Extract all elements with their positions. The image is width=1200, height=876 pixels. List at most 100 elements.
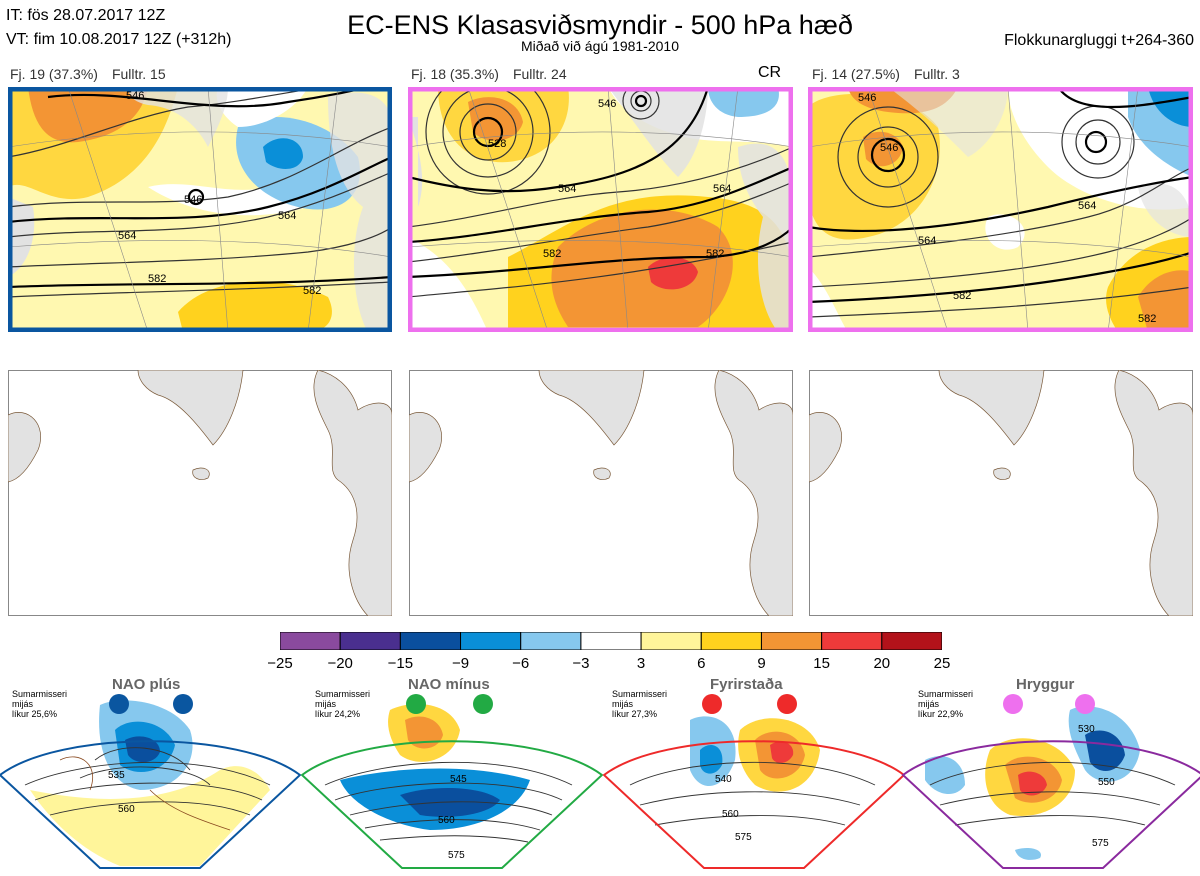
regime-2-label-1: 545 bbox=[450, 774, 467, 785]
empty-map-2 bbox=[409, 370, 793, 616]
classification-window: Flokkunargluggi t+264-360 bbox=[1004, 32, 1194, 49]
panel-2-rep: Fulltr. 24 bbox=[512, 66, 567, 82]
regime-4-dot-2 bbox=[1075, 694, 1095, 714]
colorbar-swatch-1 bbox=[279, 631, 341, 651]
regime-blocking-map: 540 560 575 bbox=[602, 716, 906, 869]
colorbar-swatch-2 bbox=[339, 631, 401, 651]
panel-3-contour-label-5: 582 bbox=[953, 290, 971, 302]
valid-time: VT: fim 10.08.2017 12Z (+312h) bbox=[6, 31, 232, 48]
colorbar-swatch-5 bbox=[520, 631, 582, 651]
colorbar-tick-12: 25 bbox=[933, 655, 951, 672]
regime-3-title: Fyrirstaða bbox=[710, 676, 783, 693]
colorbar-swatch-4 bbox=[460, 631, 522, 651]
regime-2-dot-2 bbox=[473, 694, 493, 714]
panel-2-contour-label-1: 546 bbox=[598, 98, 616, 110]
panel-2-contour-label-3: 564 bbox=[558, 183, 576, 195]
empty-map-1 bbox=[8, 370, 392, 616]
regime-nao-minus-map: 545 560 575 bbox=[300, 704, 604, 869]
panel-1-contour-label-3: 564 bbox=[278, 210, 296, 222]
regime-ridge-map: 530 550 575 bbox=[901, 706, 1200, 869]
regime-3-line3: líkur 27,3% bbox=[612, 709, 658, 719]
panel-2-contour-label-5: 582 bbox=[543, 248, 561, 260]
cluster-map-1: 546 546 564 564 582 582 bbox=[8, 87, 392, 332]
panel-1-contour-label-4: 564 bbox=[118, 230, 136, 242]
colorbar-swatch-10 bbox=[821, 631, 883, 651]
regime-nao-plus-map: 535 560 bbox=[0, 700, 302, 869]
panel-3-label: Fj. 14 (27.5%) Fulltr. 3 bbox=[812, 66, 974, 82]
regime-3-label-1: 540 bbox=[715, 774, 732, 785]
regime-4-dot-1 bbox=[1003, 694, 1023, 714]
colorbar-tick-3: −15 bbox=[387, 655, 414, 672]
regime-1-title: NAO plús bbox=[112, 676, 181, 693]
colorbar-tick-4: −9 bbox=[451, 655, 470, 672]
page-subtitle: Miðað við ágú 1981-2010 bbox=[520, 38, 679, 54]
page-title: EC-ENS Klasasviðsmyndir - 500 hPa hæð bbox=[347, 10, 853, 40]
regime-2-info: Sumarmisseri mijás líkur 24,2% bbox=[315, 689, 370, 719]
regime-1-line2: mijás bbox=[12, 699, 34, 709]
colorbar-swatch-7 bbox=[640, 631, 702, 651]
regime-4-title: Hryggur bbox=[1016, 676, 1075, 693]
colorbar-tick-6: −3 bbox=[572, 655, 590, 672]
panel-3-border bbox=[808, 87, 1193, 332]
regime-2-label-3: 575 bbox=[448, 850, 465, 861]
panel-1-contour-label-6: 582 bbox=[303, 285, 321, 297]
panel-3-contour-label-6: 582 bbox=[1138, 313, 1156, 325]
colorbar-swatch-11 bbox=[881, 631, 943, 651]
regime-4-info: Sumarmisseri mijás líkur 22,9% bbox=[918, 689, 973, 719]
regime-1-info: Sumarmisseri mijás líkur 25,6% bbox=[12, 689, 67, 719]
panel-3-contour-label-4: 564 bbox=[918, 235, 936, 247]
panel-1-contour-label-1: 546 bbox=[126, 90, 144, 102]
regime-2-title: NAO mínus bbox=[408, 676, 490, 693]
regime-3-line2: mijás bbox=[612, 699, 634, 709]
colorbar-tick-11: 20 bbox=[873, 655, 891, 672]
panel-2-contour-label-6: 582 bbox=[706, 248, 724, 260]
panel-2-contour-label-4: 564 bbox=[713, 183, 731, 195]
regime-3-dot-1 bbox=[702, 694, 722, 714]
empty-map-3 bbox=[809, 370, 1193, 616]
regime-2-line1: Sumarmisseri bbox=[315, 689, 371, 699]
panel-2-count: Fj. 18 (35.3%) bbox=[411, 66, 499, 82]
regime-1-dot-1 bbox=[109, 694, 129, 714]
regime-4-label-1: 530 bbox=[1078, 724, 1095, 735]
panel-1-contour-label-2: 546 bbox=[184, 194, 202, 206]
regime-3-label-3: 575 bbox=[735, 832, 752, 843]
cluster-map-2: 546 528 564 564 582 582 bbox=[408, 87, 793, 332]
regime-1-line1: Sumarmisseri bbox=[12, 689, 68, 699]
regime-2-line3: líkur 24,2% bbox=[315, 709, 361, 719]
regime-3-line1: Sumarmisseri bbox=[612, 689, 668, 699]
regime-1-label-2: 560 bbox=[118, 804, 135, 815]
panel-1-contour-label-5: 582 bbox=[148, 273, 166, 285]
panel-3-count: Fj. 14 (27.5%) bbox=[812, 66, 900, 82]
panel-1-count: Fj. 19 (37.3%) bbox=[10, 66, 98, 82]
colorbar-tick-9: 9 bbox=[757, 655, 766, 672]
regime-4-label-3: 575 bbox=[1092, 838, 1109, 849]
panel-1-border bbox=[8, 87, 392, 332]
colorbar bbox=[279, 631, 943, 651]
regime-4-line1: Sumarmisseri bbox=[918, 689, 974, 699]
colorbar-tick-8: 6 bbox=[697, 655, 706, 672]
regime-1-label-1: 535 bbox=[108, 770, 125, 781]
panel-2-label: Fj. 18 (35.3%) Fulltr. 24 bbox=[411, 66, 581, 82]
colorbar-tick-10: 15 bbox=[813, 655, 830, 672]
panel-3-rep: Fulltr. 3 bbox=[913, 66, 960, 82]
regime-2-dot-1 bbox=[406, 694, 426, 714]
colorbar-swatch-6 bbox=[580, 631, 642, 651]
regime-2-label-2: 560 bbox=[438, 815, 455, 826]
panel-1-label: Fj. 19 (37.3%) Fulltr. 15 bbox=[10, 66, 180, 82]
colorbar-tick-2: −20 bbox=[327, 655, 353, 672]
regime-1-line3: líkur 25,6% bbox=[12, 709, 58, 719]
colorbar-swatch-3 bbox=[399, 631, 462, 651]
colorbar-swatch-8 bbox=[700, 631, 762, 651]
panel-1-rep: Fulltr. 15 bbox=[111, 66, 166, 82]
regime-4-line3: líkur 22,9% bbox=[918, 709, 964, 719]
regime-3-info: Sumarmisseri mijás líkur 27,3% bbox=[612, 689, 667, 719]
regime-4-line2: mijás bbox=[918, 699, 940, 709]
regime-2-line2: mijás bbox=[315, 699, 337, 709]
initial-time: IT: fös 28.07.2017 12Z bbox=[6, 7, 166, 24]
regime-3-dot-2 bbox=[777, 694, 797, 714]
panel-3-contour-label-1: 546 bbox=[858, 92, 876, 104]
panel-3-contour-label-2: 546 bbox=[880, 142, 898, 154]
regime-4-label-2: 550 bbox=[1098, 777, 1115, 788]
panel-3-contour-label-3: 564 bbox=[1078, 200, 1096, 212]
cluster-map-3: 546 546 564 564 582 582 bbox=[808, 87, 1193, 332]
